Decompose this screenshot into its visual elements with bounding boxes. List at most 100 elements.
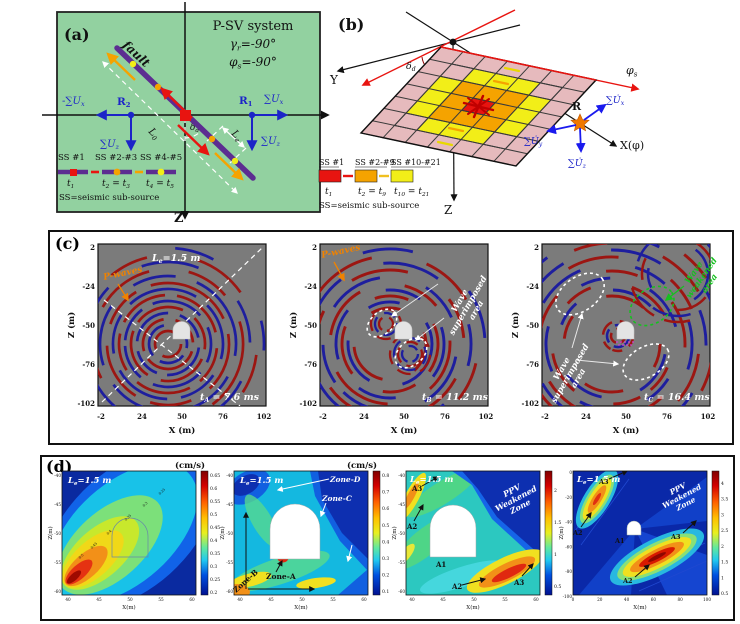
svg-text:-55: -55 (54, 560, 61, 565)
svg-text:1: 1 (721, 575, 724, 581)
svg-text:0.5: 0.5 (382, 523, 389, 529)
svg-text:55: 55 (158, 597, 164, 602)
legend-t1: t1 (67, 179, 74, 190)
colorbar (711, 470, 720, 596)
legend-ss1-name: SS #1 (58, 153, 85, 163)
le-annotation: Le=1.5 m (67, 476, 111, 487)
svg-text:A3: A3 (598, 478, 609, 486)
svg-text:100: 100 (703, 597, 711, 602)
svg-text:0.5: 0.5 (210, 512, 217, 518)
superimposed-ellipses (555, 272, 670, 381)
tunnel (616, 321, 635, 340)
b-legend-ss29: SS #2-#9 (355, 158, 395, 167)
r1-label: R1 (239, 95, 253, 108)
wave-rings (542, 244, 710, 406)
svg-text:0.5: 0.5 (554, 584, 561, 590)
svg-text:-2: -2 (97, 412, 105, 421)
panel-b-label: (b) (338, 15, 364, 34)
delta-label: δd (190, 123, 199, 134)
point-arrows (580, 471, 697, 578)
svg-text:0.65: 0.65 (210, 473, 220, 479)
c1-axes-text: 2 -24 -50 -76 -102 -2 24 50 76 102 Z (m)… (66, 243, 271, 436)
svg-text:55: 55 (330, 597, 336, 602)
r1-sum-ux: ∑Ux (264, 94, 284, 106)
b-x-axis-label: X(φ) (620, 139, 644, 152)
wave-rings (320, 247, 487, 406)
svg-text:45: 45 (96, 597, 102, 602)
colorbar-ticks: 2 1.5 1 0.5 (554, 488, 561, 590)
svg-text:-45: -45 (398, 502, 405, 507)
svg-text:40: 40 (237, 597, 243, 602)
b-z-axis-label: Z (444, 203, 452, 217)
receiver-r2: R2 -∑Ux ∑Uz (62, 96, 137, 152)
r2-label: R2 (117, 96, 131, 109)
svg-text:0.8: 0.8 (382, 473, 389, 479)
svg-text:X(m): X(m) (122, 604, 135, 611)
time-annotation: tA = 7.6 ms (200, 392, 260, 404)
svg-text:A1: A1 (614, 537, 625, 545)
le-annotation: Le=1.5 m (409, 475, 453, 486)
legend-t23: t2 = t3 (102, 179, 130, 190)
svg-text:A2: A2 (406, 522, 417, 531)
svg-text:A2: A2 (572, 529, 583, 537)
svg-text:24: 24 (137, 412, 147, 421)
tunnel (626, 520, 642, 536)
svg-text:X(m): X(m) (466, 604, 479, 611)
svg-text:76: 76 (662, 412, 672, 421)
svg-text:1.5: 1.5 (721, 560, 728, 566)
legend-note: SS=seismic sub-source (59, 193, 159, 203)
svg-text:2: 2 (534, 243, 539, 252)
svg-text:-24: -24 (304, 282, 317, 291)
svg-text:A3: A3 (513, 578, 524, 587)
svg-text:-80: -80 (565, 569, 572, 574)
svg-text:-40: -40 (226, 473, 233, 478)
svg-text:0.6: 0.6 (382, 506, 389, 512)
legend-t45: t4 = t5 (146, 179, 174, 190)
svg-text:50: 50 (399, 412, 409, 421)
colorbar-ticks: 0.8 0.7 0.6 0.5 0.4 0.3 0.2 0.1 (382, 473, 389, 595)
svg-text:0.45: 0.45 (210, 525, 220, 531)
panel-c-label: (c) (55, 234, 80, 253)
b-legend-t29: t2 = t9 (358, 187, 386, 198)
svg-text:50: 50 (177, 412, 187, 421)
svg-text:-60: -60 (54, 589, 61, 594)
wavefield-plot-2: P-waves Wave superimposed area tB = 11.2… (288, 243, 493, 436)
svg-text:0.7: 0.7 (382, 490, 389, 496)
svg-text:-20: -20 (565, 495, 572, 500)
svg-text:A2: A2 (622, 577, 633, 585)
svg-text:A3: A3 (670, 533, 681, 541)
r2-sum-uz: ∑Uz (100, 139, 120, 151)
annotation-arrows (571, 312, 620, 367)
profile-arrows (243, 511, 316, 592)
colorbar (544, 470, 553, 596)
svg-text:24: 24 (359, 412, 369, 421)
svg-text:-50: -50 (526, 321, 539, 330)
colorbar (372, 470, 381, 596)
zone-a-arrow (275, 559, 283, 573)
b-receiver-label: R (572, 100, 582, 113)
annotation-arrows (391, 283, 445, 341)
svg-text:0: 0 (569, 470, 572, 475)
svg-text:60: 60 (651, 597, 657, 602)
svg-text:-76: -76 (526, 360, 539, 369)
panel-d-box: (d) 0.5 0.45 0.4 0.35 0.3 (40, 455, 735, 621)
colorbar-ticks: 0.65 0.6 0.55 0.5 0.45 0.4 0.35 0.3 0.25 0.2 (210, 473, 220, 596)
svg-text:0.1: 0.1 (382, 589, 389, 595)
svg-text:60: 60 (533, 597, 539, 602)
svg-text:40: 40 (65, 597, 71, 602)
colorbar-ticks: 4 3.5 3 2.5 2 1.5 1 0.5 (721, 481, 728, 597)
svg-text:X (m): X (m) (169, 425, 196, 436)
d3-axes-text: 40 45 50 55 60 -40 -45 -50 -55 -60 X(m) … (391, 473, 539, 611)
hot-streak-2 (609, 528, 705, 586)
legend-ss23-name: SS #2-#3 (95, 153, 137, 163)
svg-text:0.3: 0.3 (142, 501, 149, 508)
svg-text:4: 4 (721, 481, 724, 487)
svg-text:0.4: 0.4 (106, 529, 113, 536)
svg-text:0.5: 0.5 (721, 591, 728, 597)
colorbar (200, 470, 209, 596)
svg-text:-100: -100 (563, 594, 573, 599)
svg-text:-40: -40 (54, 473, 61, 478)
svg-text:1.5: 1.5 (554, 520, 561, 526)
svg-text:0.35: 0.35 (210, 551, 220, 557)
psv-title: P-SV system (213, 19, 294, 34)
